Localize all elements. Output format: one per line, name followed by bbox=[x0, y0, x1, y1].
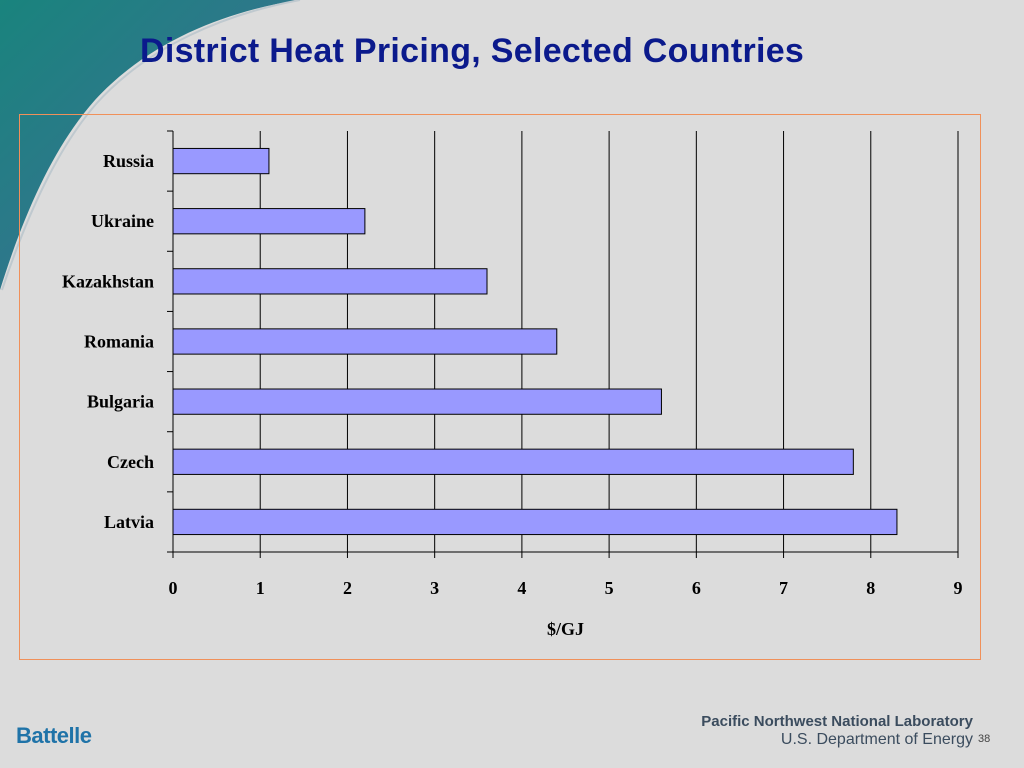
x-tick-label: 1 bbox=[256, 578, 265, 598]
x-tick-label: 3 bbox=[430, 578, 439, 598]
x-tick-label: 4 bbox=[517, 578, 526, 598]
category-label: Latvia bbox=[104, 512, 154, 532]
bar-bulgaria bbox=[172, 388, 662, 415]
category-label: Ukraine bbox=[91, 211, 154, 231]
x-tick-label: 8 bbox=[866, 578, 875, 598]
bar-kazakhstan bbox=[172, 268, 488, 295]
slide-title: District Heat Pricing, Selected Countrie… bbox=[140, 32, 805, 70]
doe-name: U.S. Department of Energy bbox=[780, 731, 973, 748]
slide-number: 38 bbox=[978, 733, 991, 745]
gridlines bbox=[259, 131, 959, 552]
x-tick-label: 5 bbox=[605, 578, 614, 598]
category-labels: Russia Ukraine Kazakhstan Romania Bulgaria Cz… bbox=[62, 151, 154, 532]
category-label: Kazakhstan bbox=[62, 271, 154, 291]
category-label: Romania bbox=[84, 332, 154, 352]
x-tick-label: 6 bbox=[692, 578, 701, 598]
chart-frame: Russia Ukraine Kazakhstan Romania Bulgaria Cz… bbox=[19, 114, 981, 660]
bar-latvia bbox=[172, 508, 898, 536]
decorative-swoosh bbox=[0, 0, 301, 291]
x-tick-label: 2 bbox=[343, 578, 352, 598]
bars bbox=[172, 147, 898, 536]
bar-romania bbox=[172, 328, 558, 355]
category-label: Czech bbox=[107, 452, 154, 472]
x-tick-labels: 0 1 2 3 4 5 6 7 8 9 bbox=[169, 578, 963, 598]
bar-chart: Russia Ukraine Kazakhstan Romania Bulgaria Cz… bbox=[62, 130, 963, 639]
bar-czech bbox=[172, 448, 854, 475]
axes bbox=[167, 130, 959, 558]
x-tick-label: 0 bbox=[169, 578, 178, 598]
pnnl-name: Pacific Northwest National Laboratory bbox=[701, 713, 973, 730]
bar-russia bbox=[172, 147, 270, 175]
x-tick-label: 9 bbox=[954, 578, 963, 598]
category-label: Russia bbox=[103, 151, 154, 171]
battelle-logo: Battelle bbox=[16, 723, 92, 748]
bar-ukraine bbox=[172, 208, 366, 235]
category-label: Bulgaria bbox=[87, 392, 154, 412]
x-tick-label: 7 bbox=[779, 578, 788, 598]
x-axis-title: $/GJ bbox=[547, 619, 584, 639]
